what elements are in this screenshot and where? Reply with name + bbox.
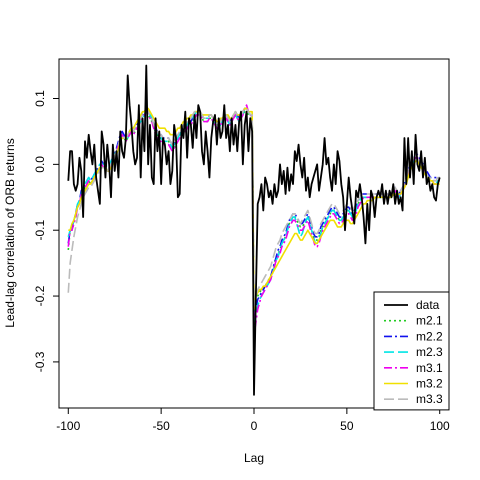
x-tick-label: 0: [251, 419, 258, 433]
x-tick-label: -50: [152, 419, 170, 433]
x-tick-label: 50: [340, 419, 354, 433]
legend-label-m2-2: m2.2: [416, 329, 443, 343]
legend-label-data: data: [416, 298, 440, 312]
series-line-data: [67, 64, 441, 396]
y-tick-label: -0.2: [33, 285, 47, 306]
legend-label-m3-3: m3.3: [416, 392, 443, 406]
legend-box: [373, 291, 450, 411]
x-tick-label: 100: [430, 419, 450, 433]
y-tick-label: -0.3: [33, 351, 47, 372]
y-axis-title: Lead-lag correlation of ORB returns: [3, 138, 17, 327]
y-tick-label: -0.1: [33, 220, 47, 241]
y-axis: -0.3 -0.2 -0.1 0.0 0.1: [33, 90, 59, 372]
y-tick-label: 0.1: [33, 90, 47, 107]
x-axis-title: Lag: [244, 451, 264, 465]
x-tick-label: -100: [56, 419, 80, 433]
legend: data m2.1m2.2 m2.3 m3.1 m3.2m3.3: [373, 291, 450, 411]
y-tick-label: 0.0: [33, 156, 47, 173]
series-layer: [67, 64, 441, 396]
legend-label-m3-1: m3.1: [416, 361, 443, 375]
legend-label-m2-1: m2.1: [416, 314, 443, 328]
legend-label-m3-2: m3.2: [416, 377, 443, 391]
legend-label-m2-3: m2.3: [416, 345, 443, 359]
x-axis: -100 -50 0 50 100: [56, 408, 450, 433]
